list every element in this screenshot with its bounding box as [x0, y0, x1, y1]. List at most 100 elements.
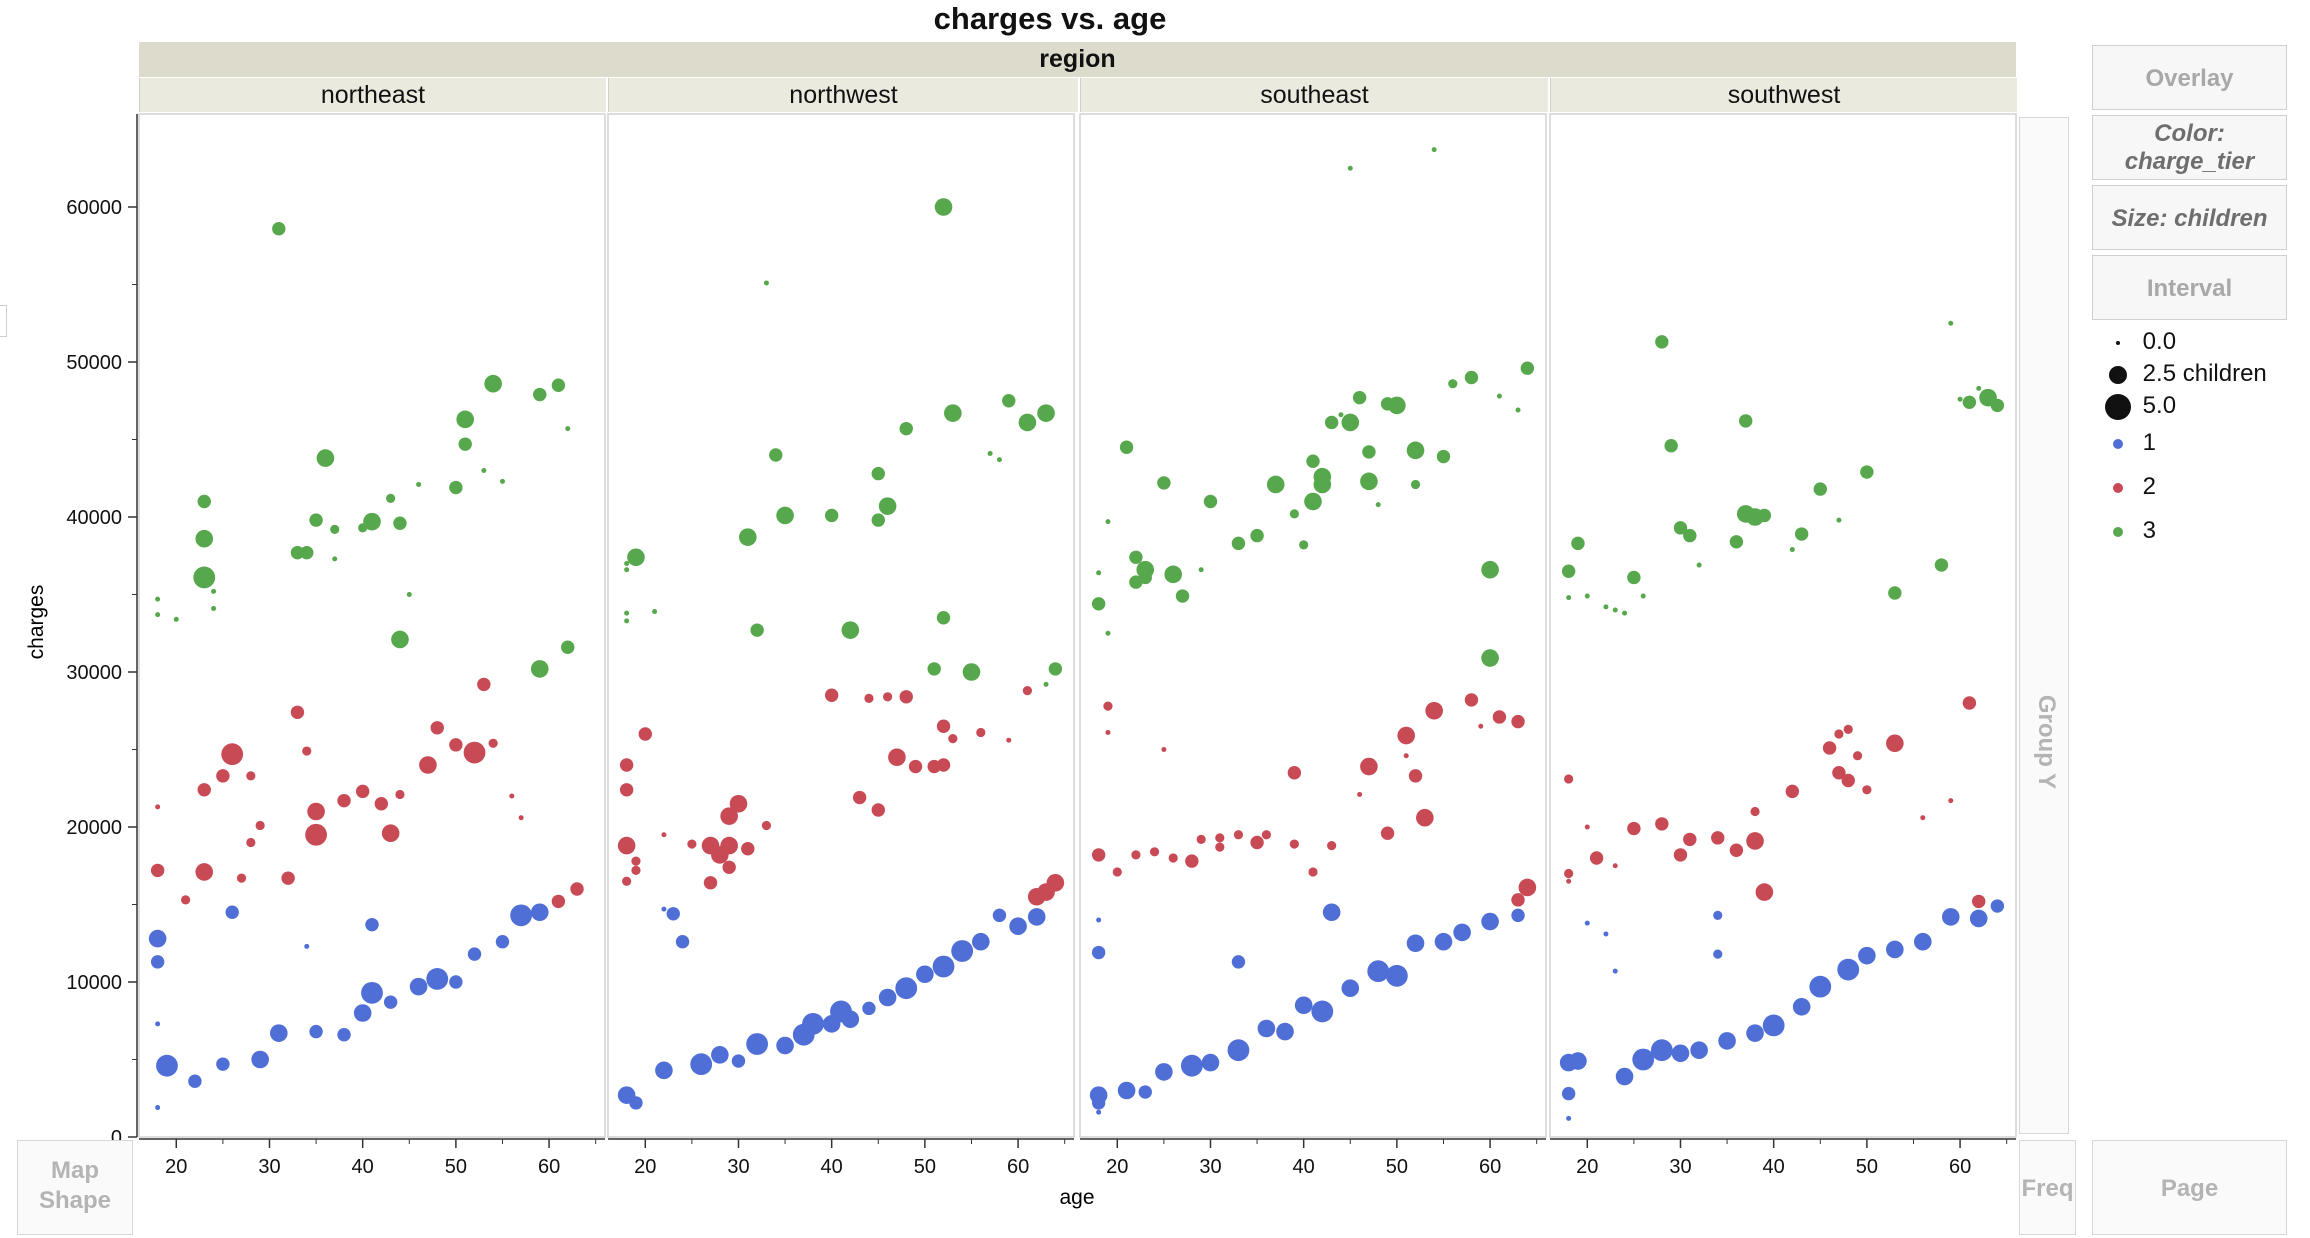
data-point	[1138, 1085, 1152, 1099]
x-tick-label: 30	[1199, 1156, 1221, 1178]
data-point	[871, 803, 885, 817]
data-point	[722, 860, 736, 874]
data-point	[1615, 1067, 1634, 1086]
data-point	[1161, 747, 1167, 752]
data-point	[617, 836, 636, 855]
data-point	[353, 1004, 372, 1022]
data-point	[363, 512, 381, 531]
data-point	[1561, 1086, 1576, 1101]
data-point	[551, 378, 566, 392]
data-point	[972, 932, 990, 951]
data-point	[1690, 1041, 1708, 1059]
chart-title: charges vs. age	[933, 1, 1167, 36]
data-point	[281, 871, 295, 885]
data-point	[746, 1033, 769, 1055]
data-point	[1990, 398, 2005, 413]
overlay-button[interactable]: Overlay	[2092, 45, 2287, 110]
data-point	[565, 426, 571, 432]
data-point	[1481, 912, 1499, 931]
legend-color-2[interactable]: 2	[2100, 470, 2156, 504]
page-dropzone[interactable]: Page	[2092, 1140, 2287, 1235]
x-tick-label: 20	[634, 1156, 656, 1178]
data-point	[1347, 165, 1353, 171]
data-point	[449, 975, 463, 989]
data-point	[1227, 1039, 1250, 1062]
data-point	[1360, 757, 1378, 776]
x-tick-label: 50	[1386, 1156, 1408, 1178]
data-point	[976, 727, 986, 738]
x-tick-label: 30	[1669, 1156, 1691, 1178]
data-point	[551, 894, 566, 909]
data-point	[197, 494, 211, 509]
data-point	[1322, 903, 1341, 922]
data-point	[1518, 878, 1537, 897]
color-role-button[interactable]: Color: charge_tier	[2092, 115, 2287, 180]
data-point	[1276, 1022, 1294, 1041]
data-point	[1564, 868, 1574, 879]
data-point	[1425, 701, 1443, 720]
map-shape-dropzone[interactable]: Map Shape	[17, 1140, 133, 1235]
points-southwest	[1559, 320, 2005, 1121]
data-point	[1048, 662, 1063, 676]
data-point	[720, 807, 738, 825]
y-axis-label: charges	[25, 585, 48, 660]
data-point	[355, 784, 370, 799]
data-point	[1832, 766, 1846, 780]
data-point	[361, 981, 383, 1004]
data-point	[570, 882, 584, 896]
data-point	[1367, 960, 1390, 983]
data-point	[309, 513, 323, 527]
data-point	[1299, 540, 1309, 550]
data-point	[1453, 923, 1471, 942]
data-point	[1843, 724, 1853, 734]
data-point	[1198, 567, 1204, 573]
data-point	[1627, 821, 1641, 836]
group-x-header[interactable]: region	[139, 42, 2016, 77]
data-point	[631, 856, 641, 866]
data-point	[1713, 910, 1723, 920]
data-point	[638, 727, 652, 741]
data-point	[666, 907, 680, 921]
data-point	[533, 387, 547, 402]
data-point	[1131, 850, 1141, 860]
data-point	[1655, 817, 1669, 831]
y-tick-label: 30000	[66, 662, 122, 684]
data-point	[225, 905, 239, 919]
legend-color-3[interactable]: 3	[2100, 514, 2156, 548]
data-point	[1673, 848, 1688, 862]
data-point	[883, 692, 893, 702]
data-point	[1718, 1032, 1736, 1050]
legend-color-1[interactable]: 1	[2100, 426, 2156, 460]
y-tick-label: 20000	[66, 817, 122, 839]
color-role-label: Color:	[2154, 120, 2225, 147]
data-point	[1027, 908, 1046, 926]
data-point	[150, 863, 165, 878]
data-point	[1746, 1024, 1764, 1042]
data-point	[1650, 1039, 1673, 1062]
data-point	[720, 836, 738, 855]
data-point	[1002, 394, 1016, 408]
data-point	[488, 738, 498, 748]
data-point	[871, 466, 885, 481]
data-point	[195, 529, 214, 548]
interval-button[interactable]: Interval	[2092, 255, 2287, 320]
size-role-button[interactable]: Size: children	[2092, 185, 2287, 250]
data-point	[1640, 593, 1646, 599]
data-point	[426, 968, 449, 990]
freq-dropzone[interactable]: Freq	[2019, 1140, 2076, 1235]
data-point	[1566, 1115, 1572, 1121]
data-point	[1149, 847, 1160, 857]
data-point	[1511, 908, 1525, 923]
data-point	[1511, 714, 1525, 729]
data-point	[1746, 832, 1764, 850]
data-point	[211, 605, 217, 611]
left-edge-handle[interactable]	[0, 305, 7, 337]
data-point	[1569, 1052, 1587, 1070]
group-y-dropzone[interactable]: Group Y	[2019, 117, 2069, 1134]
data-point	[675, 935, 690, 949]
data-point	[1022, 686, 1032, 696]
panel-header-southeast: southeast	[1080, 78, 1548, 112]
data-point	[1103, 701, 1113, 711]
data-point	[1515, 407, 1521, 413]
data-point	[1136, 560, 1155, 579]
